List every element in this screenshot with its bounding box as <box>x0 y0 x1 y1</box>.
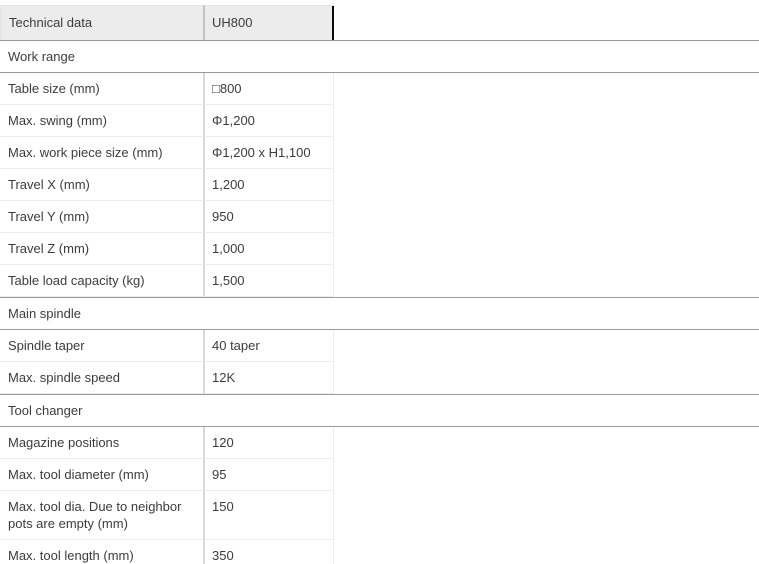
spec-label: Travel X (mm) <box>0 169 205 201</box>
spec-label: Max. tool length (mm) <box>0 540 205 564</box>
section-row-work-range: Work range <box>0 40 759 73</box>
spec-value: Φ1,200 <box>205 105 334 137</box>
header-row: Technical data UH800 <box>0 5 759 40</box>
section-row-main-spindle: Main spindle <box>0 297 759 330</box>
table-row: Max. spindle speed 12K <box>0 362 759 394</box>
spec-label: Max. spindle speed <box>0 362 205 394</box>
table-row: Travel Y (mm) 950 <box>0 201 759 233</box>
spec-value: 12K <box>205 362 334 394</box>
spec-label: Table size (mm) <box>0 73 205 105</box>
spec-label: Table load capacity (kg) <box>0 265 205 297</box>
table-row: Max. work piece size (mm) Φ1,200 x H1,10… <box>0 137 759 169</box>
table-row: Travel Z (mm) 1,000 <box>0 233 759 265</box>
spec-label: Travel Z (mm) <box>0 233 205 265</box>
spec-value: Φ1,200 x H1,100 <box>205 137 334 169</box>
spec-label: Max. swing (mm) <box>0 105 205 137</box>
header-model-label: UH800 <box>212 15 253 30</box>
table-row: Magazine positions 120 <box>0 427 759 459</box>
spec-value: 350 <box>205 540 334 564</box>
spec-label: Magazine positions <box>0 427 205 459</box>
header-empty-cell <box>334 5 759 40</box>
spec-value: 1,200 <box>205 169 334 201</box>
table-row: Table load capacity (kg) 1,500 <box>0 265 759 297</box>
spec-value: 950 <box>205 201 334 233</box>
table-row: Travel X (mm) 1,200 <box>0 169 759 201</box>
section-row-tool-changer: Tool changer <box>0 394 759 427</box>
spec-label: Spindle taper <box>0 330 205 362</box>
spec-value: 95 <box>205 459 334 491</box>
spec-value: □800 <box>205 73 334 105</box>
spec-value: 120 <box>205 427 334 459</box>
spec-label: Max. tool dia. Due to neighbor pots are … <box>0 491 205 540</box>
spec-label: Max. work piece size (mm) <box>0 137 205 169</box>
section-title: Tool changer <box>0 394 759 427</box>
table-row: Max. tool diameter (mm) 95 <box>0 459 759 491</box>
table-row: Max. swing (mm) Φ1,200 <box>0 105 759 137</box>
section-title: Main spindle <box>0 297 759 330</box>
text-caret <box>332 6 334 40</box>
table-row: Table size (mm) □800 <box>0 73 759 105</box>
header-model-cell[interactable]: UH800 <box>205 5 334 40</box>
spec-value: 40 taper <box>205 330 334 362</box>
table-row: Max. tool dia. Due to neighbor pots are … <box>0 491 759 540</box>
spec-label: Travel Y (mm) <box>0 201 205 233</box>
spec-value: 1,000 <box>205 233 334 265</box>
table-row: Max. tool length (mm) 350 <box>0 540 759 564</box>
table-row: Spindle taper 40 taper <box>0 330 759 362</box>
technical-data-table: Technical data UH800 Work range Table si… <box>0 5 759 564</box>
section-title: Work range <box>0 40 759 73</box>
header-title-cell: Technical data <box>0 5 205 40</box>
spec-value: 150 <box>205 491 334 540</box>
spec-label: Max. tool diameter (mm) <box>0 459 205 491</box>
spec-value: 1,500 <box>205 265 334 297</box>
